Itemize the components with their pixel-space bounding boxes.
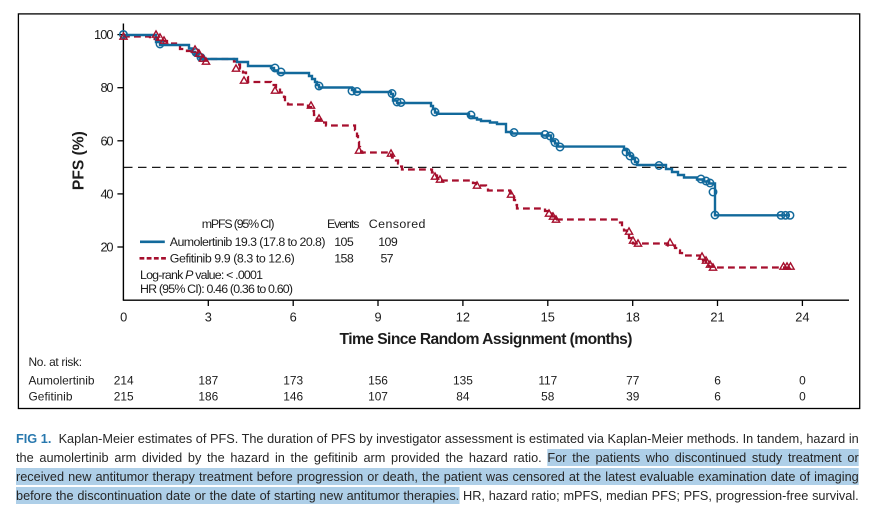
svg-text:20: 20	[101, 240, 114, 255]
svg-text:9: 9	[374, 310, 381, 325]
svg-text:Gefitinib 9.9 (8.3 to 12.6): Gefitinib 9.9 (8.3 to 12.6)	[170, 252, 295, 266]
svg-text:158: 158	[334, 252, 354, 266]
svg-text:40: 40	[101, 186, 114, 201]
svg-text:135: 135	[453, 373, 473, 387]
svg-text:mPFS (95% CI): mPFS (95% CI)	[202, 217, 275, 231]
svg-text:77: 77	[626, 373, 640, 387]
svg-text:0: 0	[799, 373, 806, 387]
svg-text:100: 100	[94, 27, 114, 42]
svg-text:214: 214	[114, 373, 134, 387]
svg-text:Events: Events	[327, 217, 359, 231]
svg-text:60: 60	[101, 133, 114, 148]
svg-text:39: 39	[626, 389, 640, 403]
svg-text:109: 109	[378, 235, 398, 249]
svg-text:Aumolertinib: Aumolertinib	[29, 373, 95, 387]
svg-text:18: 18	[626, 310, 640, 325]
svg-text:84: 84	[456, 389, 470, 403]
svg-text:21: 21	[710, 310, 724, 325]
svg-text:105: 105	[334, 235, 354, 249]
svg-text:PFS (%): PFS (%)	[71, 131, 88, 190]
svg-text:24: 24	[795, 310, 809, 325]
svg-text:186: 186	[198, 389, 218, 403]
svg-text:6: 6	[714, 373, 721, 387]
svg-text:0: 0	[120, 310, 127, 325]
svg-text:187: 187	[198, 373, 218, 387]
svg-text:No. at risk:: No. at risk:	[29, 355, 83, 369]
svg-text:Aumolertinib 19.3 (17.8 to 20.: Aumolertinib 19.3 (17.8 to 20.8)	[170, 235, 326, 249]
svg-text:Gefitinib: Gefitinib	[29, 389, 73, 403]
svg-text:Censored: Censored	[369, 217, 426, 231]
svg-text:173: 173	[283, 373, 303, 387]
svg-text:15: 15	[541, 310, 555, 325]
svg-text:6: 6	[714, 389, 721, 403]
svg-text:80: 80	[101, 80, 114, 95]
svg-text:HR (95% CI): 0.46 (0.36 to 0.6: HR (95% CI): 0.46 (0.36 to 0.60)	[140, 282, 293, 296]
svg-text:156: 156	[368, 373, 388, 387]
svg-text:146: 146	[283, 389, 303, 403]
svg-text:57: 57	[381, 252, 394, 266]
svg-text:Log-rank P value: < .0001: Log-rank P value: < .0001	[140, 268, 263, 282]
svg-text:58: 58	[541, 389, 555, 403]
svg-text:0: 0	[799, 389, 806, 403]
svg-text:Time Since Random Assignment (: Time Since Random Assignment (months)	[340, 331, 633, 348]
svg-text:117: 117	[538, 373, 557, 387]
svg-text:107: 107	[368, 389, 388, 403]
svg-text:3: 3	[205, 310, 212, 325]
svg-text:12: 12	[456, 310, 470, 325]
svg-text:215: 215	[114, 389, 134, 403]
svg-text:6: 6	[290, 310, 297, 325]
